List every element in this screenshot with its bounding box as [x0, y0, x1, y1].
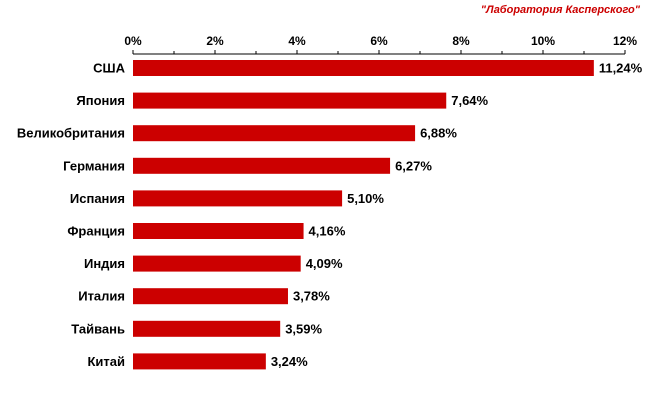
category-label: Тайвань [71, 321, 125, 336]
category-label: Китай [87, 354, 125, 369]
x-tick-label: 12% [613, 34, 637, 48]
value-labels: 11,24% 7,64% 6,88% 6,27% 5,10% 4,16% 4,09% 3,78… [271, 61, 643, 369]
category-labels: США Япония Великобритания Германия Испания Фр… [17, 61, 126, 369]
bar [133, 288, 288, 305]
category-label: США [93, 61, 125, 76]
bar [133, 125, 416, 142]
x-tick-label: 6% [370, 34, 388, 48]
source-credit: "Лаборатория Касперского" [481, 4, 641, 16]
bar [133, 255, 301, 272]
bar [133, 92, 447, 109]
data-label: 4,09% [306, 256, 343, 271]
bar [133, 157, 391, 174]
category-label: Франция [67, 224, 125, 239]
data-label: 6,88% [420, 126, 457, 141]
data-label: 6,27% [395, 158, 432, 173]
x-tick-label: 10% [531, 34, 555, 48]
bars [133, 60, 594, 370]
bar [133, 223, 304, 239]
category-label: Япония [76, 93, 125, 108]
bar [133, 190, 343, 207]
data-label: 11,24% [599, 61, 643, 76]
x-tick-label: 4% [288, 34, 306, 48]
data-label: 3,78% [293, 289, 330, 304]
data-label: 3,24% [271, 354, 308, 369]
x-tick-label: 0% [124, 34, 142, 48]
x-tick-label: 8% [452, 34, 470, 48]
category-label: Италия [78, 289, 125, 304]
data-label: 7,64% [451, 93, 488, 108]
bar [133, 60, 594, 76]
x-axis: 0% 2% 4% 6% 8% 10% 12% [124, 34, 637, 55]
category-label: Великобритания [17, 126, 125, 141]
data-label: 3,59% [285, 321, 322, 336]
category-label: Германия [63, 158, 125, 173]
category-label: Испания [70, 191, 125, 206]
bar [133, 353, 266, 370]
data-label: 4,16% [309, 224, 346, 239]
x-tick-label: 2% [206, 34, 224, 48]
category-label: Индия [84, 256, 125, 271]
bar [133, 320, 281, 337]
data-label: 5,10% [347, 191, 384, 206]
